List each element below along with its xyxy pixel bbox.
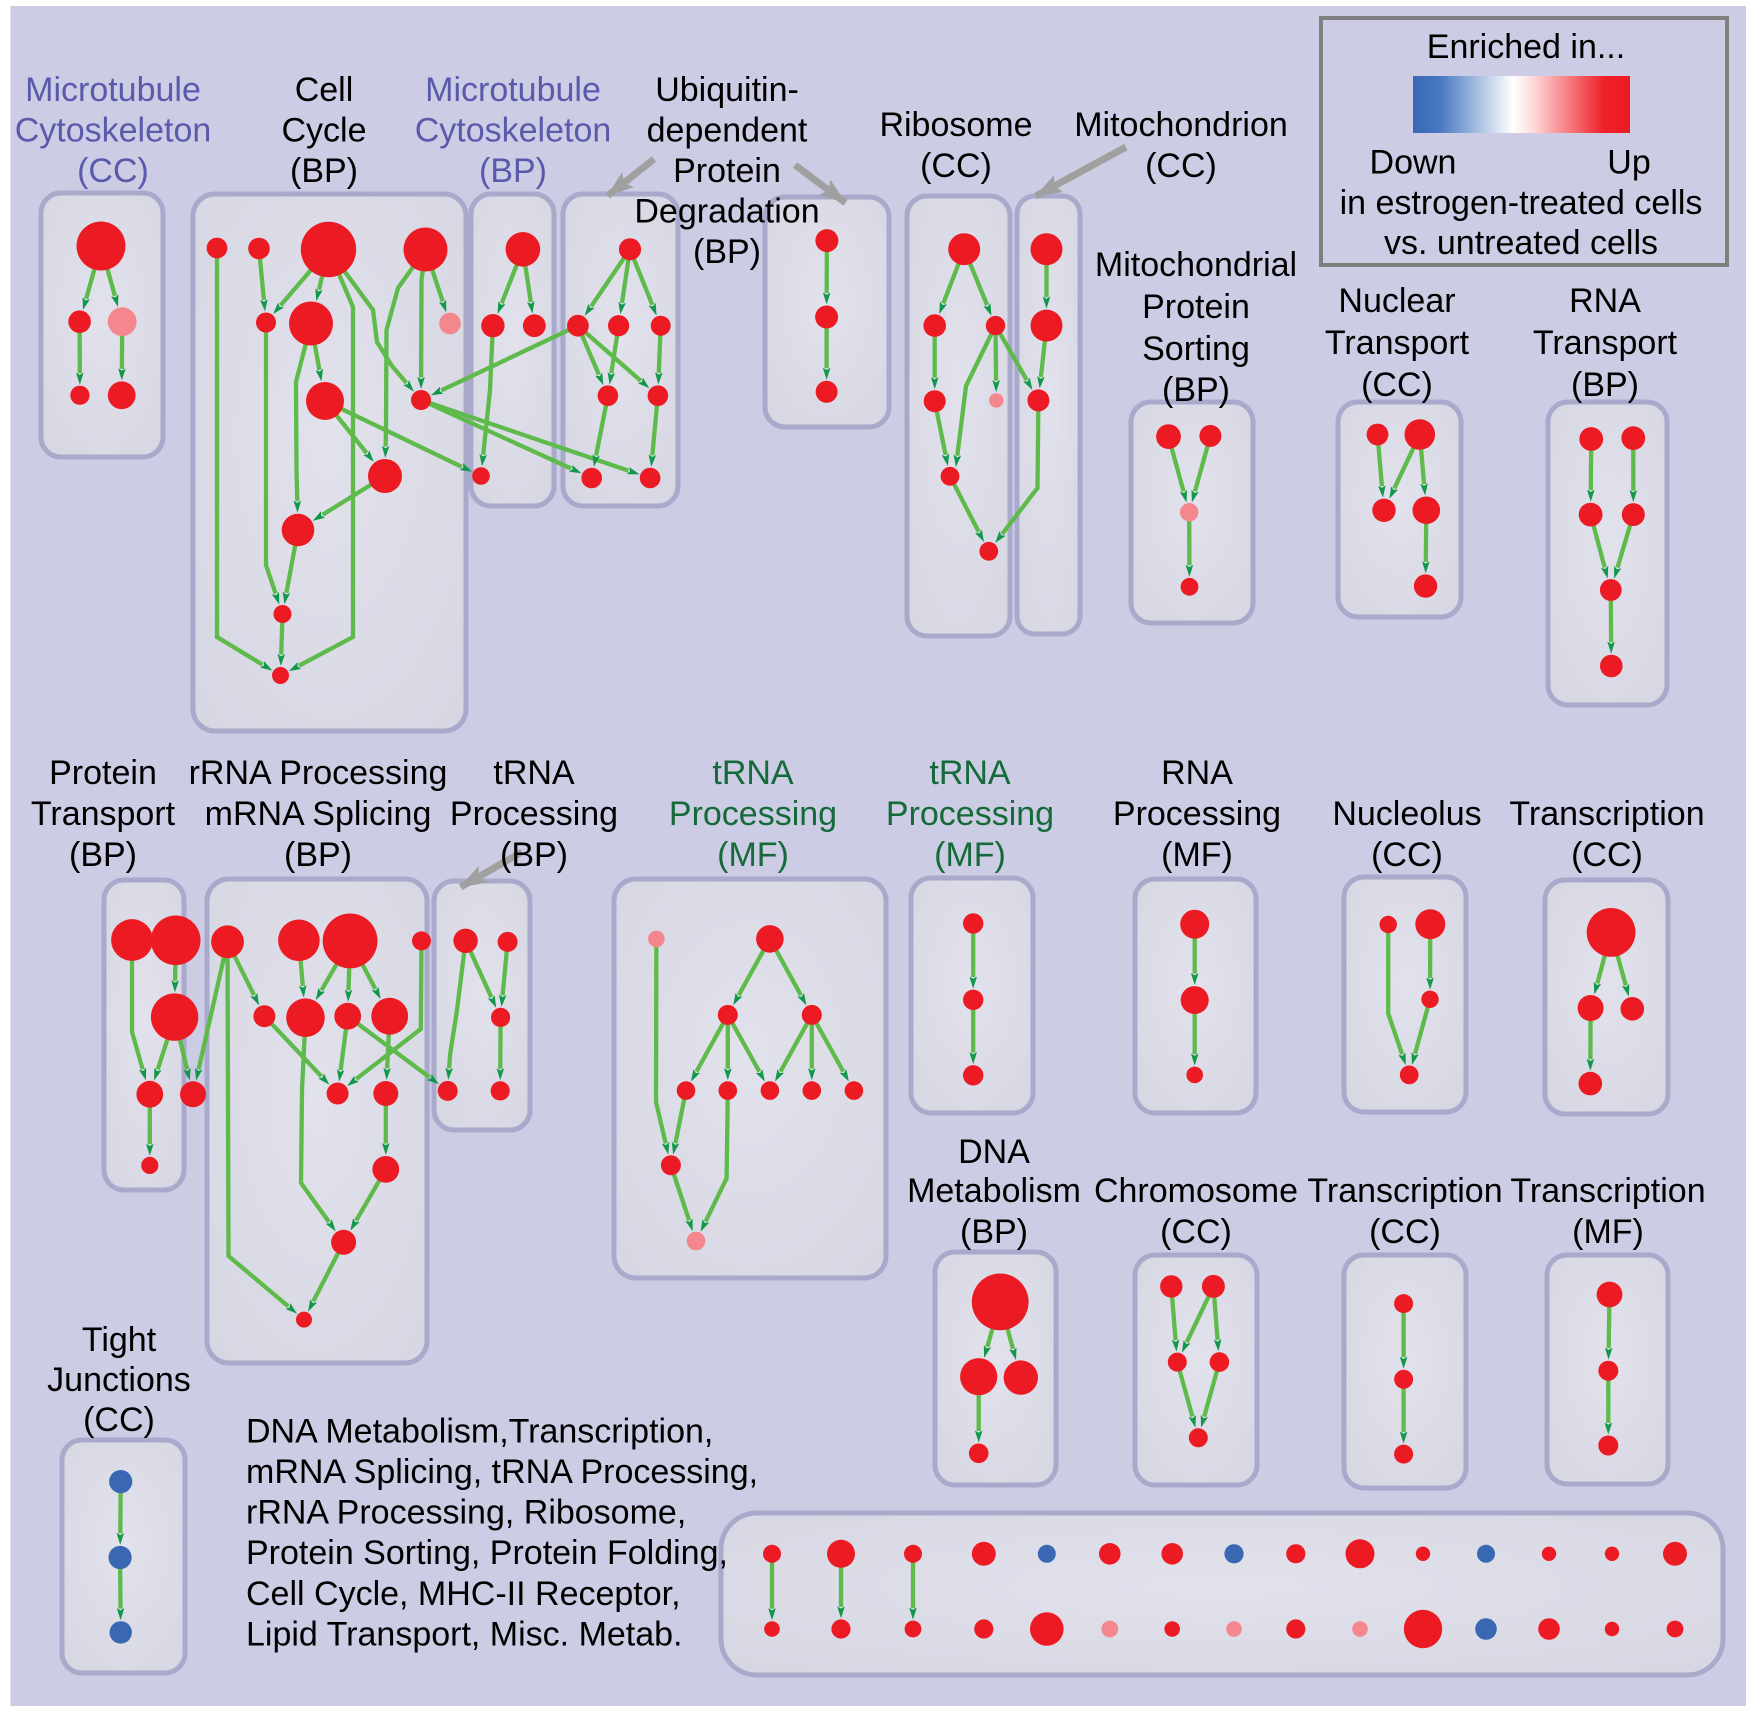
svg-text:Transport: Transport [1533, 324, 1678, 362]
svg-text:(MF): (MF) [717, 836, 789, 874]
svg-text:dependent: dependent [647, 112, 808, 150]
svg-text:tRNA: tRNA [929, 754, 1011, 792]
svg-text:Lipid Transport, Misc. Metab.: Lipid Transport, Misc. Metab. [246, 1615, 683, 1653]
svg-text:Transport: Transport [31, 795, 176, 833]
svg-text:(CC): (CC) [1371, 836, 1443, 874]
svg-text:(CC): (CC) [77, 152, 149, 190]
svg-text:tRNA: tRNA [493, 754, 575, 792]
svg-text:Protein: Protein [49, 754, 157, 792]
svg-text:RNA: RNA [1161, 754, 1233, 792]
svg-text:(BP): (BP) [960, 1213, 1028, 1251]
svg-text:Sorting: Sorting [1142, 330, 1250, 368]
svg-text:Up: Up [1607, 144, 1650, 182]
svg-text:(BP): (BP) [290, 152, 358, 190]
svg-text:Ubiquitin-: Ubiquitin- [655, 71, 799, 109]
svg-text:(BP): (BP) [500, 836, 568, 874]
svg-text:DNA Metabolism,Transcription,: DNA Metabolism,Transcription, [246, 1412, 713, 1450]
svg-text:Cytoskeleton: Cytoskeleton [15, 112, 212, 150]
svg-text:Protein Sorting, Protein Foldi: Protein Sorting, Protein Folding, [246, 1534, 728, 1572]
svg-text:Protein: Protein [673, 152, 781, 190]
svg-text:RNA: RNA [1569, 282, 1641, 320]
svg-text:Mitochondrion: Mitochondrion [1074, 106, 1288, 144]
svg-text:(CC): (CC) [920, 147, 992, 185]
svg-text:Transport: Transport [1325, 324, 1470, 362]
svg-text:Cytoskeleton: Cytoskeleton [415, 112, 612, 150]
svg-text:(MF): (MF) [1572, 1213, 1644, 1251]
svg-text:Ribosome: Ribosome [879, 106, 1032, 144]
svg-text:in estrogen-treated cells: in estrogen-treated cells [1340, 184, 1703, 222]
svg-text:vs. untreated cells: vs. untreated cells [1384, 224, 1658, 262]
svg-text:Protein: Protein [1142, 288, 1250, 326]
svg-text:Processing: Processing [450, 795, 618, 833]
svg-text:(CC): (CC) [83, 1401, 155, 1439]
svg-text:(CC): (CC) [1369, 1213, 1441, 1251]
svg-text:(CC): (CC) [1571, 836, 1643, 874]
svg-text:Cell: Cell [295, 71, 354, 109]
svg-text:Down: Down [1370, 144, 1457, 182]
svg-text:Transcription: Transcription [1510, 1172, 1705, 1210]
svg-text:(CC): (CC) [1160, 1213, 1232, 1251]
svg-text:rRNA Processing, Ribosome,: rRNA Processing, Ribosome, [246, 1494, 686, 1532]
svg-text:Junctions: Junctions [47, 1361, 191, 1399]
svg-text:(CC): (CC) [1145, 147, 1217, 185]
svg-text:Transcription: Transcription [1509, 795, 1704, 833]
svg-text:mRNA Splicing: mRNA Splicing [205, 795, 432, 833]
svg-text:mRNA Splicing, tRNA Processing: mRNA Splicing, tRNA Processing, [246, 1453, 758, 1491]
svg-text:Chromosome: Chromosome [1094, 1172, 1298, 1210]
svg-text:DNA: DNA [958, 1133, 1030, 1171]
svg-text:Cycle: Cycle [281, 112, 366, 150]
svg-text:Cell Cycle, MHC-II Receptor,: Cell Cycle, MHC-II Receptor, [246, 1575, 681, 1613]
svg-text:(BP): (BP) [693, 233, 761, 271]
svg-text:Processing: Processing [669, 795, 837, 833]
svg-text:Metabolism: Metabolism [907, 1172, 1081, 1210]
svg-text:Nucleolus: Nucleolus [1332, 795, 1481, 833]
svg-text:tRNA: tRNA [712, 754, 794, 792]
svg-text:(BP): (BP) [1571, 366, 1639, 404]
svg-text:(MF): (MF) [934, 836, 1006, 874]
svg-text:Degradation: Degradation [634, 193, 819, 231]
svg-text:(BP): (BP) [284, 836, 352, 874]
svg-text:Microtubule: Microtubule [25, 71, 201, 109]
svg-text:Enriched in...: Enriched in... [1427, 28, 1625, 66]
svg-text:(BP): (BP) [69, 836, 137, 874]
svg-text:rRNA Processing: rRNA Processing [189, 754, 448, 792]
svg-text:Nuclear: Nuclear [1338, 282, 1455, 320]
svg-text:Mitochondrial: Mitochondrial [1095, 246, 1297, 284]
svg-text:(BP): (BP) [479, 152, 547, 190]
svg-text:(CC): (CC) [1361, 366, 1433, 404]
svg-text:Processing: Processing [1113, 795, 1281, 833]
svg-text:Transcription: Transcription [1307, 1172, 1502, 1210]
svg-text:Tight: Tight [82, 1321, 157, 1359]
svg-text:Processing: Processing [886, 795, 1054, 833]
svg-text:(BP): (BP) [1162, 371, 1230, 409]
svg-text:(MF): (MF) [1161, 836, 1233, 874]
svg-text:Microtubule: Microtubule [425, 71, 601, 109]
